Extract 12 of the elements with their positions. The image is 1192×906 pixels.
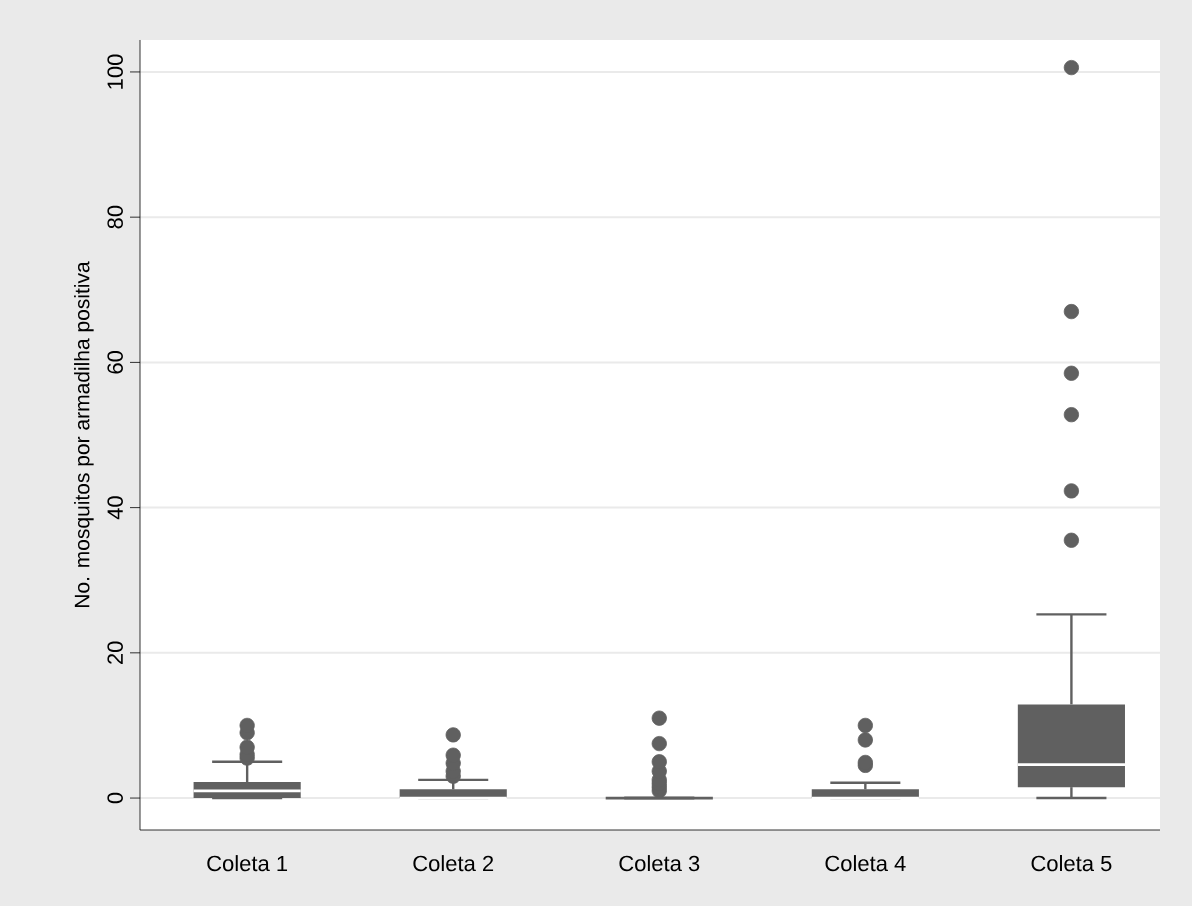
x-tick-label: Coleta 4 (825, 855, 906, 872)
x-tick-label: Coleta 3 (619, 855, 700, 872)
y-axis-title: No. mosquitos por armadilha positiva (74, 261, 94, 607)
y-tick-label: 0 (107, 792, 123, 804)
y-tick-label: 60 (107, 351, 123, 374)
y-tick-label: 100 (107, 54, 123, 89)
y-tick-label: 40 (107, 496, 123, 520)
x-tick-label: Coleta 1 (207, 855, 288, 872)
y-tick-label: 80 (107, 205, 123, 229)
y-tick-label: 20 (107, 641, 123, 664)
x-tick-label: Coleta 5 (1031, 855, 1112, 872)
x-tick-label: Coleta 2 (413, 855, 494, 872)
